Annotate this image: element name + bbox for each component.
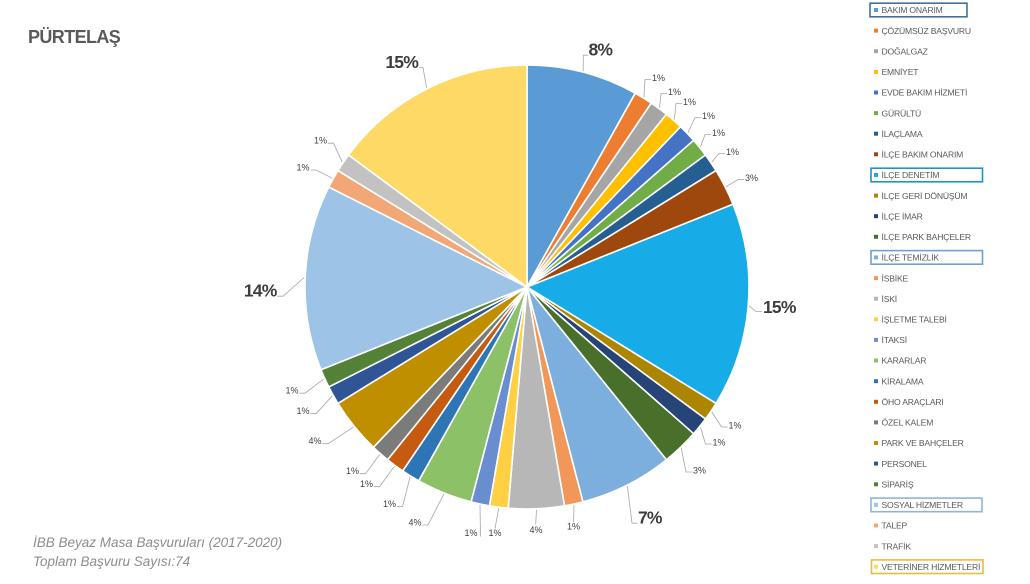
svg-text:ÇÖZÜMSÜZ BAŞVURU: ÇÖZÜMSÜZ BAŞVURU xyxy=(882,26,971,36)
svg-text:SOSYAL HİZMETLER: SOSYAL HİZMETLER xyxy=(882,500,963,510)
svg-text:1%: 1% xyxy=(567,522,580,532)
svg-text:1%: 1% xyxy=(729,421,742,431)
svg-text:1%: 1% xyxy=(668,87,681,97)
svg-text:4%: 4% xyxy=(308,436,321,446)
svg-text:3%: 3% xyxy=(745,173,758,183)
svg-text:1%: 1% xyxy=(464,528,477,538)
svg-text:İLAÇLAMA: İLAÇLAMA xyxy=(882,129,923,139)
svg-text:İLÇE PARK BAHÇELER: İLÇE PARK BAHÇELER xyxy=(882,232,971,242)
svg-text:TRAFİK: TRAFİK xyxy=(882,541,912,551)
svg-text:İLÇE TEMİZLİK: İLÇE TEMİZLİK xyxy=(882,253,940,263)
svg-text:7%: 7% xyxy=(638,508,663,528)
svg-text:1%: 1% xyxy=(713,438,726,448)
svg-text:İŞLETME TALEBİ: İŞLETME TALEBİ xyxy=(882,315,947,325)
svg-text:ÖHO ARAÇLARI: ÖHO ARAÇLARI xyxy=(882,397,944,407)
svg-text:1%: 1% xyxy=(726,147,739,157)
svg-text:İSKİ: İSKİ xyxy=(882,294,897,304)
svg-text:ÖZEL KALEM: ÖZEL KALEM xyxy=(882,418,934,428)
svg-text:GÜRÜLTÜ: GÜRÜLTÜ xyxy=(882,108,922,118)
svg-text:EVDE BAKIM HİZMETİ: EVDE BAKIM HİZMETİ xyxy=(882,88,968,98)
svg-text:KARARLAR: KARARLAR xyxy=(882,356,927,366)
svg-text:15%: 15% xyxy=(385,52,419,72)
svg-text:İTAKSİ: İTAKSİ xyxy=(882,335,907,345)
svg-text:1%: 1% xyxy=(383,499,396,509)
svg-text:1%: 1% xyxy=(488,528,501,538)
svg-text:VETERİNER HİZMETLERİ: VETERİNER HİZMETLERİ xyxy=(882,562,981,572)
svg-text:SİPARİŞ: SİPARİŞ xyxy=(882,480,914,490)
svg-text:1%: 1% xyxy=(712,128,725,138)
svg-text:4%: 4% xyxy=(529,525,542,535)
svg-text:PARK VE BAHÇELER: PARK VE BAHÇELER xyxy=(882,438,964,448)
svg-text:1%: 1% xyxy=(683,97,696,107)
svg-text:PERSONEL: PERSONEL xyxy=(882,459,928,469)
svg-text:İLÇE BAKIM ONARIM: İLÇE BAKIM ONARIM xyxy=(882,150,964,160)
svg-text:3%: 3% xyxy=(693,466,706,476)
svg-text:1%: 1% xyxy=(652,73,665,83)
svg-text:1%: 1% xyxy=(314,136,327,146)
svg-text:İLÇE İMAR: İLÇE İMAR xyxy=(882,211,923,221)
svg-text:15%: 15% xyxy=(763,297,797,317)
svg-text:DOĞALGAZ: DOĞALGAZ xyxy=(882,46,928,56)
svg-text:KİRALAMA: KİRALAMA xyxy=(882,376,924,386)
svg-text:1%: 1% xyxy=(296,406,309,416)
svg-text:1%: 1% xyxy=(346,466,359,476)
svg-text:İLÇE DENETİM: İLÇE DENETİM xyxy=(882,170,940,180)
svg-text:Toplam Başvuru Sayısı:74: Toplam Başvuru Sayısı:74 xyxy=(33,554,190,569)
svg-text:BAKIM ONARIM: BAKIM ONARIM xyxy=(882,5,943,15)
svg-text:İLÇE GERİ DÖNÜŞÜM: İLÇE GERİ DÖNÜŞÜM xyxy=(882,191,968,201)
svg-text:4%: 4% xyxy=(408,517,421,527)
svg-text:1%: 1% xyxy=(702,111,715,121)
svg-text:İSBİKE: İSBİKE xyxy=(882,273,909,283)
svg-text:14%: 14% xyxy=(244,281,278,301)
svg-text:İBB Beyaz Masa Başvuruları (20: İBB Beyaz Masa Başvuruları (2017-2020) xyxy=(33,535,282,550)
svg-text:8%: 8% xyxy=(589,40,614,60)
svg-text:PÜRTELAŞ: PÜRTELAŞ xyxy=(28,27,121,47)
svg-text:1%: 1% xyxy=(285,386,298,396)
svg-text:TALEP: TALEP xyxy=(882,521,908,531)
svg-text:EMNİYET: EMNİYET xyxy=(882,67,920,77)
svg-text:1%: 1% xyxy=(296,162,309,172)
svg-text:1%: 1% xyxy=(360,479,373,489)
